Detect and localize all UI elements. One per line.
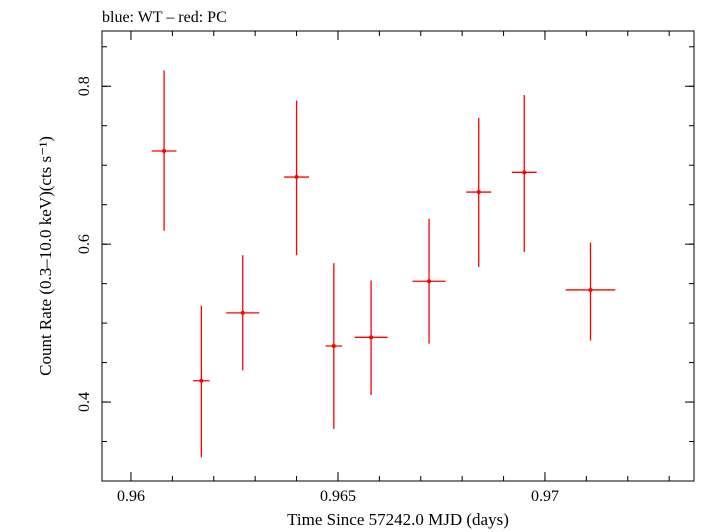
data-point [466,117,492,268]
data-marker [427,279,432,284]
y-tick-label: 0.4 [76,392,93,412]
data-point [284,100,309,256]
data-point [354,280,388,395]
data-marker [522,170,527,175]
x-tick-label: 0.965 [320,488,356,505]
axis-tick-labels: 0.96 0.965 0.97 0.4 0.6 0.8 [76,76,559,505]
data-point [511,94,537,253]
data-point [565,242,616,341]
axis-ticks [102,31,694,482]
y-tick-label: 0.8 [76,76,93,96]
data-point [151,70,177,231]
plot-frame [101,30,695,482]
data-point [325,263,343,429]
data-series [151,70,616,458]
x-tick-label: 0.96 [117,488,145,505]
y-tick-label: 0.6 [76,234,93,254]
y-axis-label: Count Rate (0.3–10.0 keV)(cts s⁻¹) [36,136,55,376]
data-marker [476,190,481,195]
data-marker [162,149,167,153]
x-axis-label: Time Since 57242.0 MJD (days) [287,510,509,529]
data-marker [588,287,593,292]
data-point [226,255,260,371]
data-marker [331,344,336,348]
x-tick-label: 0.97 [531,488,559,505]
data-point [412,218,446,344]
data-marker [294,175,299,180]
chart-title: blue: WT – red: PC [102,9,227,26]
data-marker [240,310,245,315]
data-point [193,305,210,458]
data-marker [199,378,204,383]
data-marker [369,335,374,340]
